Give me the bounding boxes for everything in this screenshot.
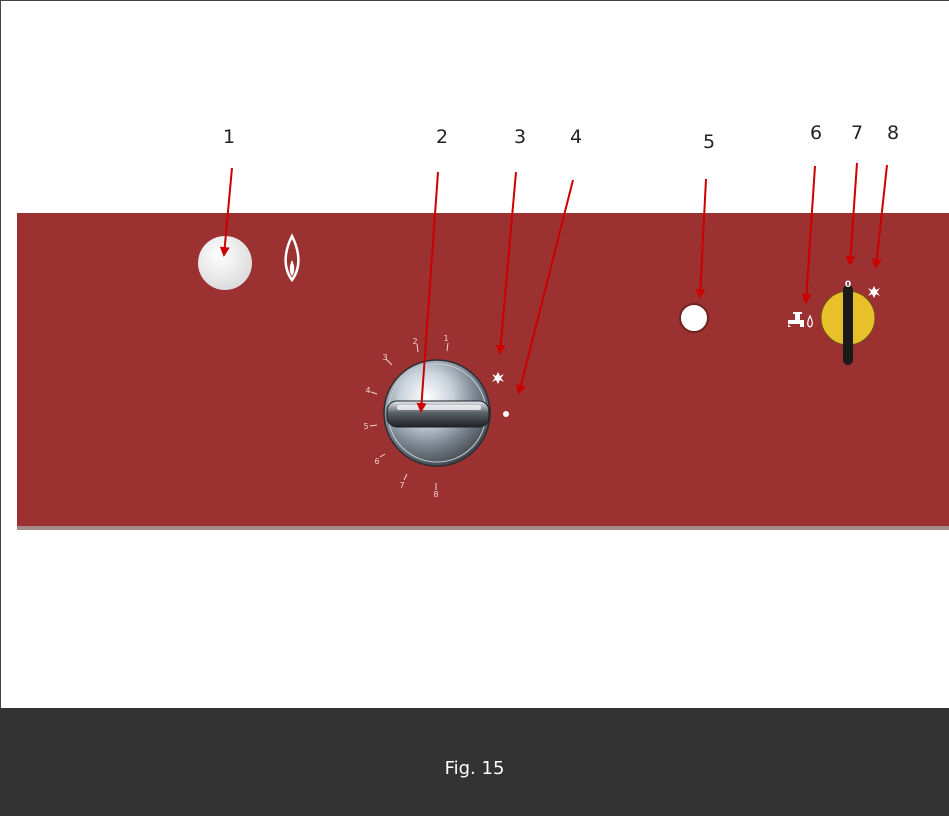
callout-label-6: 6 xyxy=(810,122,822,144)
callout-arrow-5 xyxy=(695,178,707,299)
figure-caption: Fig. 15 xyxy=(444,758,505,779)
callout-label-7: 7 xyxy=(851,122,863,144)
callout-label-2: 2 xyxy=(436,126,448,148)
callout-arrow-3 xyxy=(495,171,517,355)
callout-arrow-2 xyxy=(416,171,439,413)
spark-icon xyxy=(868,286,880,298)
callout-arrow-1 xyxy=(219,167,233,257)
callout-label-4: 4 xyxy=(570,126,582,148)
off-position-dot xyxy=(503,411,509,417)
gas-flame-icon xyxy=(284,233,300,283)
dial-scale: 1 2 3 4 5 6 7 8 xyxy=(363,334,448,499)
dial-scale-label: 8 xyxy=(433,490,438,499)
dial-scale-label: 4 xyxy=(365,386,370,395)
callout-arrow-4 xyxy=(516,179,574,395)
callout-label-3: 3 xyxy=(514,126,526,148)
callout-label-5: 5 xyxy=(703,131,715,153)
dial-scale-label: 3 xyxy=(382,353,387,362)
caption-bar: Fig. 15 xyxy=(0,708,949,816)
callout-arrows xyxy=(219,162,888,413)
dial-scale-label: 6 xyxy=(374,457,379,466)
callout-label-8: 8 xyxy=(887,122,899,144)
water-tap-icon xyxy=(788,312,813,328)
dial-scale-label: 7 xyxy=(399,481,404,490)
callout-arrow-8 xyxy=(871,164,888,269)
dial-scale-label: 5 xyxy=(363,422,368,431)
control-panel-diagram: 1 2 3 4 5 6 7 8 0 xyxy=(17,122,949,530)
callout-arrow-7 xyxy=(845,162,858,266)
callout-arrow-6 xyxy=(801,165,816,304)
dial-scale-label: 2 xyxy=(412,337,417,346)
control-panel xyxy=(17,213,949,526)
selector-zero-mark: 0 xyxy=(845,280,851,290)
selector-switch[interactable] xyxy=(820,285,876,365)
temperature-dial[interactable] xyxy=(383,359,491,467)
indicator-lamp xyxy=(679,303,709,333)
dial-scale-label: 1 xyxy=(443,334,448,343)
panel-bottom-edge xyxy=(17,526,949,530)
callout-label-1: 1 xyxy=(223,126,235,148)
gas-push-button[interactable] xyxy=(198,236,252,290)
spark-icon xyxy=(492,372,504,384)
